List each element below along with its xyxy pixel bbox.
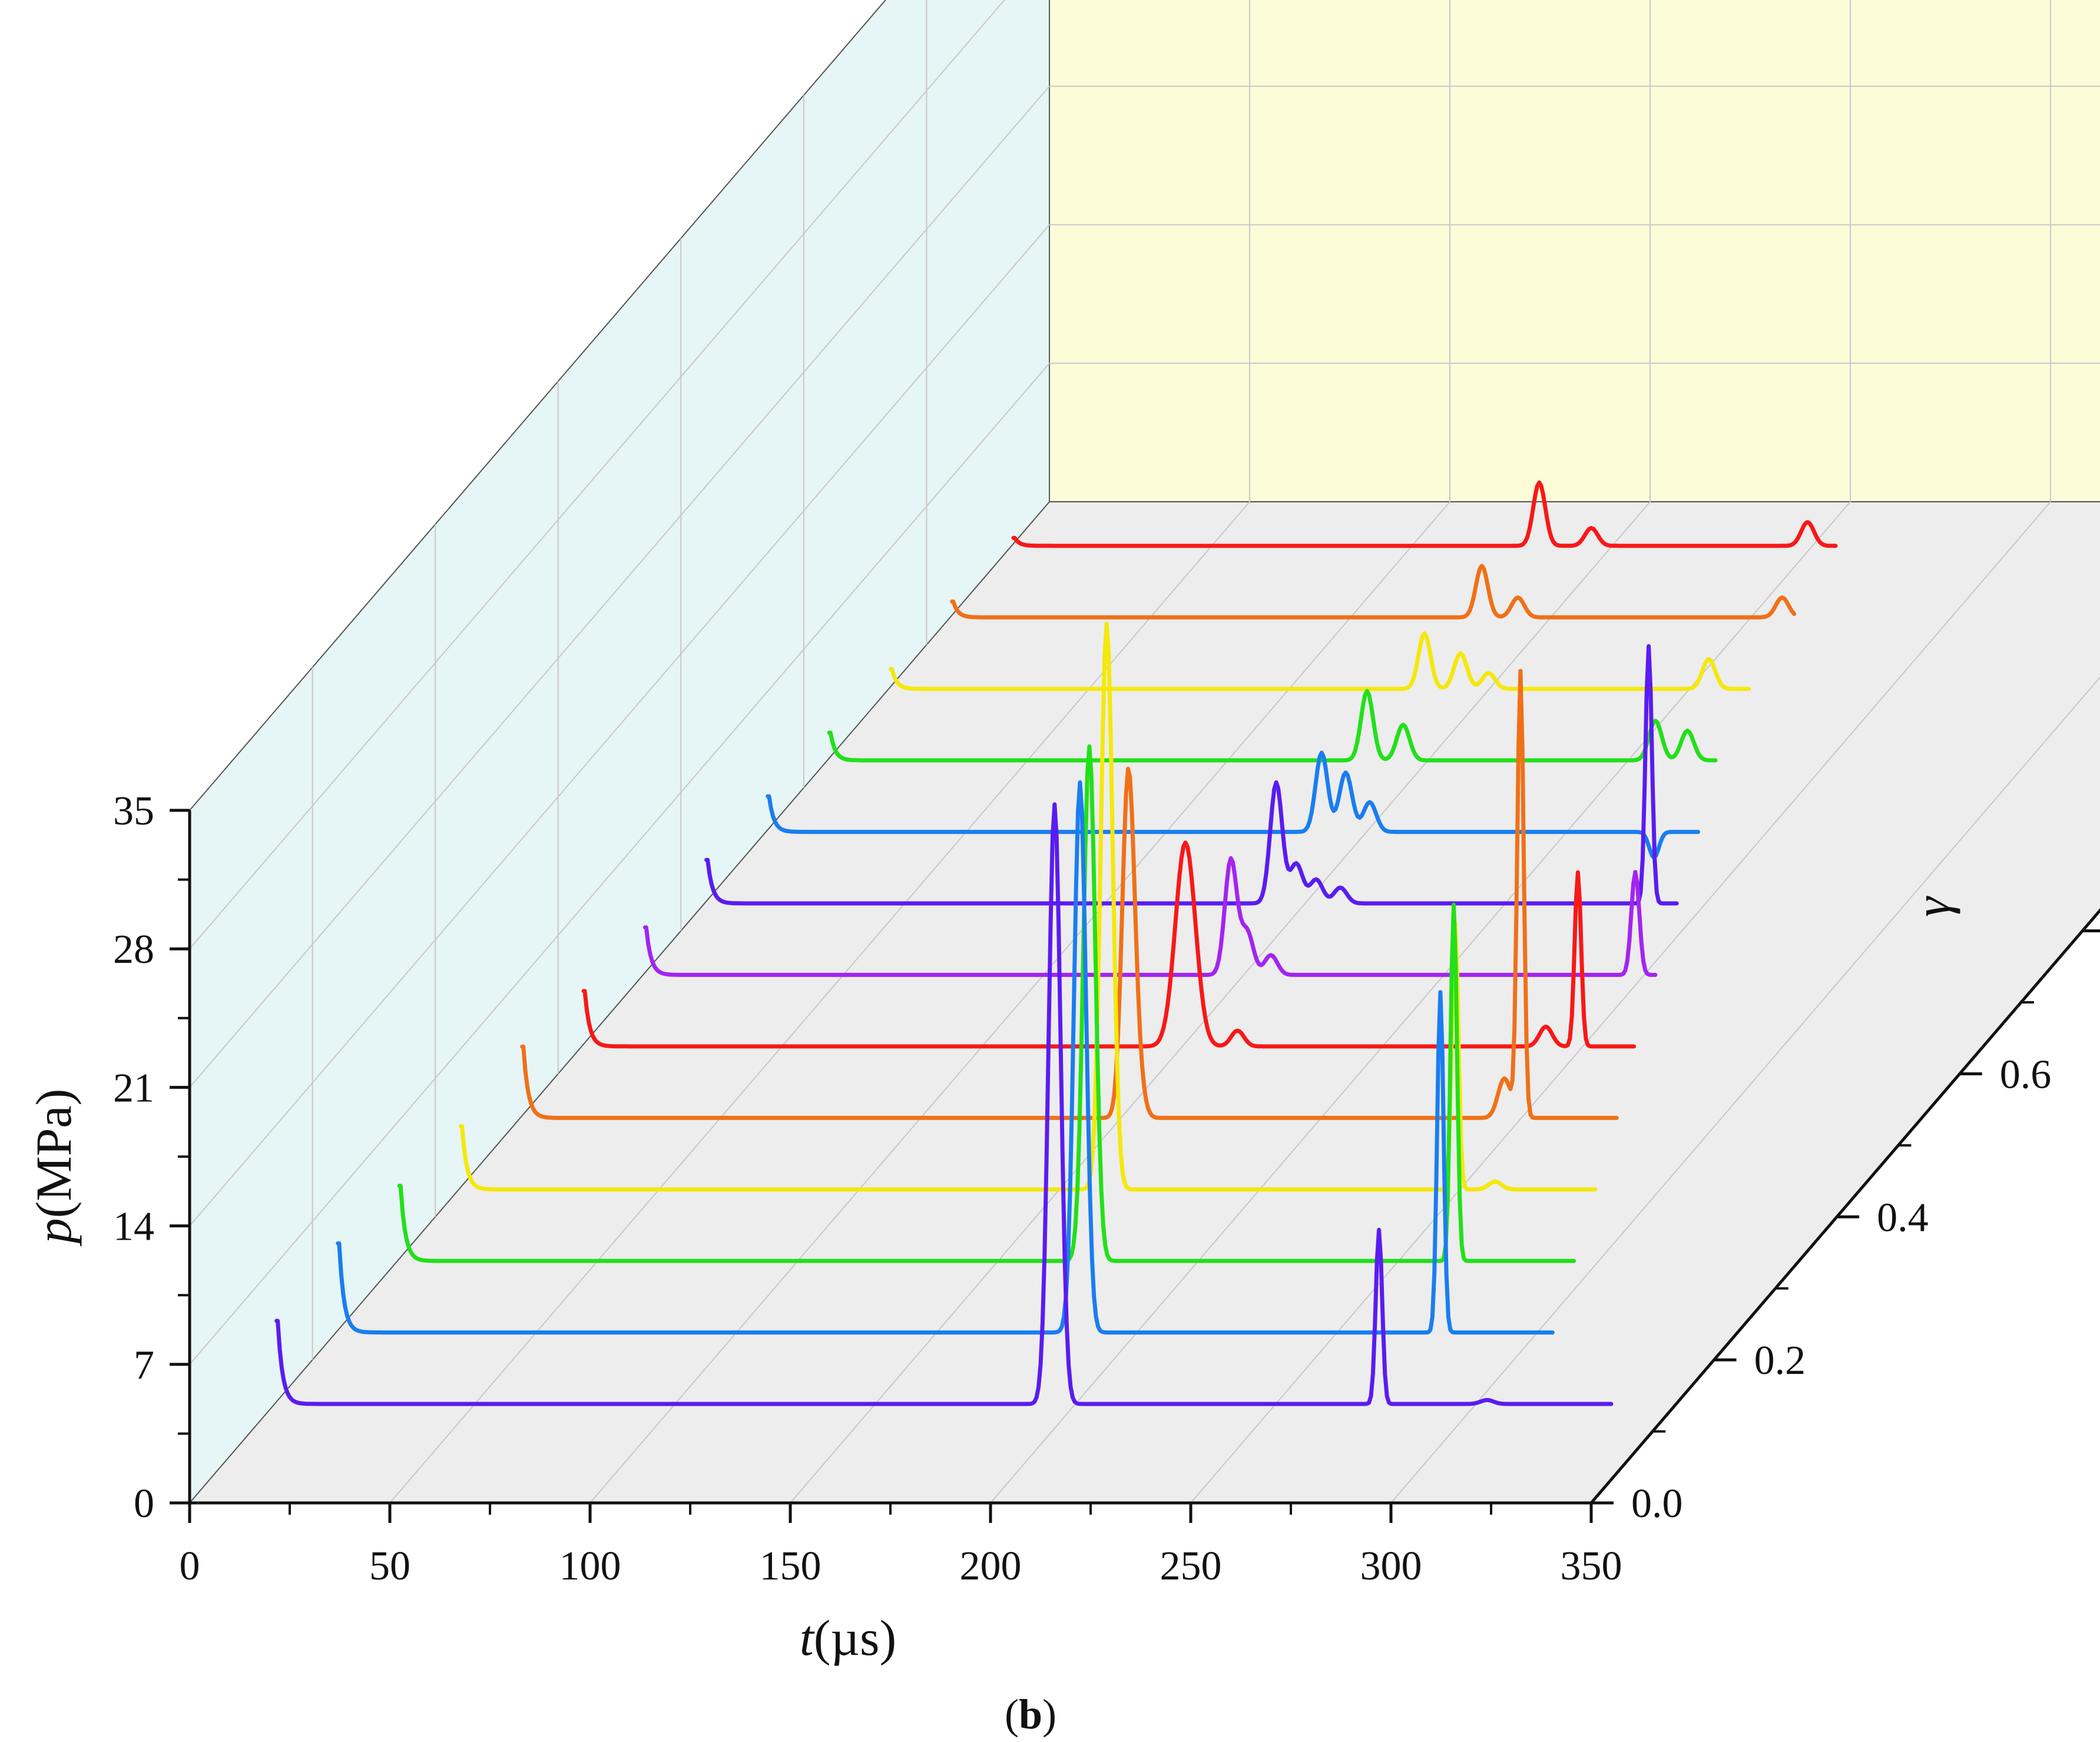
left-gridline-p: [189, 0, 1006, 949]
p-tick-label: 0: [134, 1481, 154, 1526]
p-axis-title: p(MPa): [25, 1089, 82, 1247]
p-tick-label: 14: [113, 1204, 154, 1250]
left-gridline-p: [189, 363, 1050, 1365]
x-tick-label: 0: [180, 1544, 200, 1589]
floor-gridline-t: [1190, 501, 2051, 1503]
floor-plane: [190, 502, 2100, 1503]
chart-grid: [189, 0, 2100, 1503]
p-tick-label: 7: [134, 1343, 154, 1388]
x-tick-label: 250: [1160, 1544, 1222, 1589]
p-tick-label: 35: [113, 789, 154, 834]
series-line-gamma-0.3: [458, 621, 1598, 1192]
chart-series: [274, 480, 1838, 1406]
series-line-gamma-0.0: [274, 802, 1614, 1406]
chart-walls: [189, 0, 2100, 1505]
x-axis-title: t(µs): [800, 1609, 896, 1666]
gamma-tick-label: 0.6: [2000, 1052, 2052, 1097]
series-line-gamma-0.9: [827, 689, 1718, 763]
gamma-tick-label: 0.0: [1631, 1481, 1683, 1526]
left-gridline-p: [189, 85, 1050, 1088]
gamma-axis-title: γ: [1904, 896, 1960, 917]
floor-gridline-t: [589, 501, 1450, 1503]
left-gridline-p: [189, 224, 1050, 1227]
p-tick-label: 28: [113, 927, 154, 972]
floor-gridline-t: [790, 501, 1651, 1503]
back-wall-plane: [1049, 0, 2100, 502]
series-line-gamma-0.4: [520, 668, 1619, 1120]
x-tick-label: 100: [559, 1544, 621, 1589]
x-tick-label: 150: [760, 1544, 822, 1589]
series-line-gamma-0.8: [766, 750, 1700, 860]
x-tick-label: 50: [369, 1544, 410, 1589]
floor-gridline-t: [990, 501, 1851, 1503]
series-line-gamma-0.1: [336, 780, 1555, 1335]
series-line-gamma-1.1: [950, 564, 1797, 620]
x-tick-label: 300: [1360, 1544, 1422, 1589]
chart-axes: 0 50 100 150 200 250 300 350 0 7 14 21 28 35 0.0 0.2 0.4…: [113, 789, 2100, 1589]
x-tick-label: 200: [960, 1544, 1022, 1589]
series-line-gamma-1.0: [888, 631, 1751, 691]
series-line-gamma-1.2: [1011, 480, 1838, 548]
floor-gridline-t: [1390, 676, 2100, 1503]
series-line-gamma-0.6: [642, 856, 1658, 977]
p-tick-label: 21: [113, 1065, 154, 1111]
gamma-tick-label: 0.2: [1754, 1338, 1806, 1383]
figure-caption: (b): [1005, 1691, 1056, 1738]
gamma-tick-label: 0.4: [1877, 1195, 1929, 1240]
x-tick-label: 350: [1561, 1544, 1622, 1589]
